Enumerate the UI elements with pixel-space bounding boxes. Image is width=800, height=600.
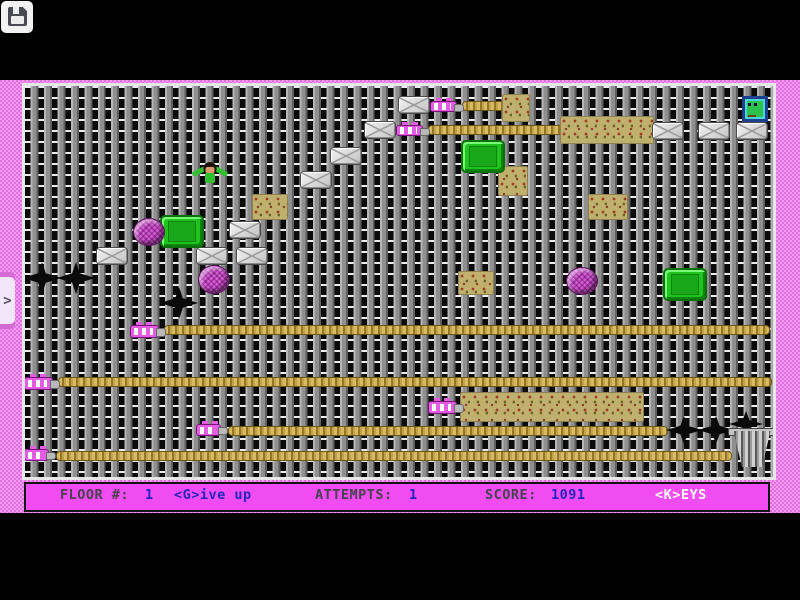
attempts-label: ATTEMPTS: (315, 487, 393, 503)
player-face (205, 167, 215, 173)
metal-plate (736, 122, 768, 140)
vehicle-body (430, 101, 457, 112)
spike-star (666, 416, 702, 444)
sidebar-expand-tab[interactable]: > (0, 272, 15, 329)
vehicle-body (428, 401, 457, 414)
rubble-patch (502, 94, 530, 122)
vehicle-nose (50, 380, 60, 390)
exit-face-box (742, 96, 768, 122)
rope (58, 377, 772, 387)
floor-value: 1 (145, 487, 154, 503)
vehicle-nose (454, 103, 464, 112)
metal-plate (300, 171, 332, 189)
keys-hint: <K>EYS (655, 487, 707, 503)
rubble-patch (588, 194, 628, 220)
metal-plate (330, 147, 362, 165)
rubble-patch (498, 166, 528, 196)
woven-ball (198, 265, 230, 294)
vehicle-nose (420, 127, 430, 136)
metal-plate (698, 122, 730, 140)
green-gem (461, 140, 505, 173)
rope-vehicle (25, 446, 56, 463)
rope-vehicle (196, 421, 228, 438)
give-up-hint: <G>ive up (174, 487, 252, 503)
rope (428, 125, 564, 135)
rope (228, 426, 668, 436)
woven-ball (133, 218, 165, 246)
vehicle-body (130, 325, 159, 338)
vehicle-top (30, 446, 36, 450)
rope-vehicle (25, 374, 60, 392)
metal-plate (229, 221, 261, 239)
vehicle-top (434, 398, 440, 402)
vehicle-body (25, 377, 53, 390)
score-value: 1091 (551, 487, 586, 503)
trash-basket (733, 431, 771, 467)
rope-vehicle (396, 122, 430, 138)
player-character (191, 162, 229, 190)
rope-vehicle (130, 322, 166, 340)
playfield[interactable] (22, 83, 776, 480)
vehicle-nose (454, 404, 464, 414)
chevron-right-icon: > (3, 292, 12, 309)
rubble-patch (560, 116, 654, 144)
vehicle-body (25, 449, 49, 461)
attempts-value: 1 (409, 487, 418, 503)
green-gem (663, 268, 707, 301)
spike-star (160, 287, 198, 319)
green-gem (160, 215, 204, 248)
floor-label: FLOOR #: (60, 487, 130, 503)
metal-plate (196, 247, 228, 265)
rubble-patch (252, 194, 288, 220)
score-label: SCORE: (485, 487, 537, 503)
vehicle-nose (46, 451, 56, 461)
rope (56, 451, 732, 461)
rope-vehicle (430, 98, 464, 114)
metal-plate (398, 96, 430, 114)
vehicle-top (402, 122, 408, 126)
metal-plate (236, 247, 268, 265)
vehicle-body (196, 424, 221, 436)
rubble-patch (460, 392, 644, 422)
vehicle-top (202, 421, 208, 425)
rubble-patch (458, 271, 494, 295)
vehicle-top (30, 374, 36, 378)
metal-plate (96, 247, 128, 265)
rope (164, 325, 770, 335)
vehicle-body (396, 125, 423, 136)
woven-ball (566, 267, 598, 295)
player-torso (205, 173, 215, 183)
status-bar: FLOOR #: 1 <G>ive up ATTEMPTS: 1 SCORE: … (24, 482, 770, 512)
vehicle-top (436, 98, 442, 102)
rope-vehicle (428, 398, 464, 416)
metal-plate (364, 121, 396, 139)
save-button[interactable] (1, 1, 33, 33)
spike-star (25, 262, 61, 294)
floppy-disk-icon (8, 7, 27, 26)
spike-star (57, 262, 95, 294)
vehicle-top (136, 322, 142, 326)
metal-plate (652, 122, 684, 140)
vehicle-nose (156, 328, 166, 338)
vehicle-nose (218, 426, 228, 436)
